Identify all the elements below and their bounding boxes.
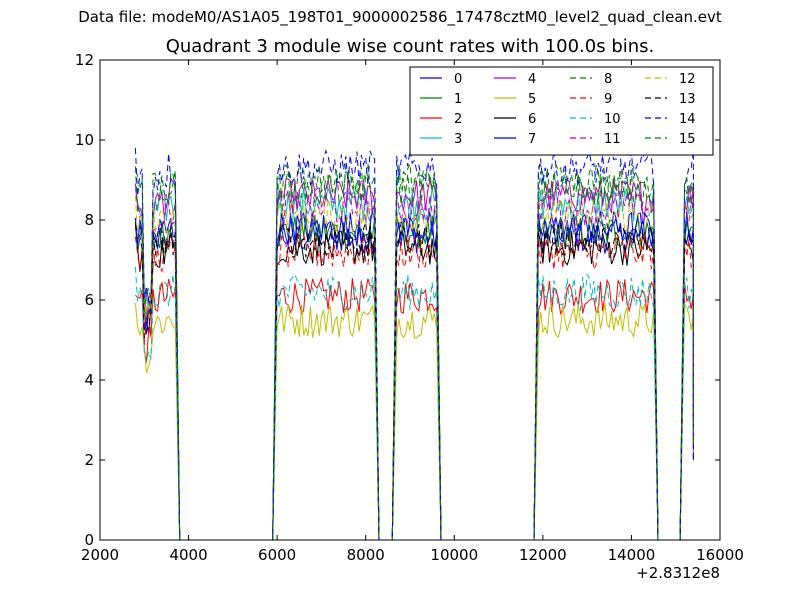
- chart-title: Quadrant 3 module wise count rates with …: [165, 36, 655, 57]
- series-line-5: [134, 302, 694, 541]
- y-tick-label: 0: [84, 531, 94, 549]
- series-line-10: [134, 266, 694, 541]
- ticks-layer: 2000 4000 6000 8000 10000 12000 14000 16000 0 2 4 6…: [75, 51, 744, 564]
- legend-frame: [409, 66, 714, 156]
- series-line-14: [134, 148, 694, 541]
- series-line-1: [134, 214, 694, 541]
- series-line-6: [134, 222, 694, 541]
- x-offset-label: +2.8312e8: [636, 564, 720, 582]
- series-line-0: [134, 217, 694, 541]
- x-tick-label: 10000: [430, 546, 478, 564]
- x-tick-label: 8000: [347, 546, 385, 564]
- y-tick-label: 6: [84, 291, 94, 309]
- legend-label-3: 3: [454, 132, 462, 147]
- x-tick-label: 16000: [696, 546, 744, 564]
- legend-label-14: 14: [679, 112, 696, 127]
- x-tick-label: 14000: [608, 546, 656, 564]
- series-layer: [134, 148, 694, 541]
- series-line-13: [134, 220, 694, 541]
- series-line-2: [135, 276, 694, 541]
- x-tick-label: 6000: [258, 546, 296, 564]
- y-tick-label: 10: [75, 131, 94, 149]
- legend-label-12: 12: [679, 72, 696, 87]
- legend-label-5: 5: [528, 92, 536, 107]
- x-tick-label: 12000: [519, 546, 567, 564]
- y-tick-label: 12: [75, 51, 94, 69]
- y-tick-label: 8: [84, 211, 94, 229]
- legend-label-11: 11: [604, 132, 621, 147]
- y-tick-label: 4: [84, 371, 94, 389]
- legend-label-6: 6: [528, 112, 536, 127]
- x-tick-label: 2000: [81, 546, 119, 564]
- series-line-9: [134, 232, 694, 541]
- legend-label-8: 8: [604, 72, 612, 87]
- legend-label-2: 2: [454, 112, 462, 127]
- series-line-15: [134, 166, 694, 541]
- legend-label-10: 10: [604, 112, 621, 127]
- legend-label-13: 13: [679, 92, 696, 107]
- legend-label-1: 1: [454, 92, 462, 107]
- figure-suptitle: Data file: modeM0/AS1A05_198T01_90000025…: [78, 8, 722, 26]
- legend-label-9: 9: [604, 92, 612, 107]
- series-line-12: [134, 195, 694, 541]
- legend-label-0: 0: [454, 72, 462, 87]
- y-tick-label: 2: [84, 451, 94, 469]
- legend-label-15: 15: [679, 132, 696, 147]
- legend-label-7: 7: [528, 132, 536, 147]
- series-line-11: [134, 189, 694, 541]
- series-line-7: [134, 210, 694, 541]
- x-tick-label: 4000: [169, 546, 207, 564]
- legend-label-4: 4: [528, 72, 536, 87]
